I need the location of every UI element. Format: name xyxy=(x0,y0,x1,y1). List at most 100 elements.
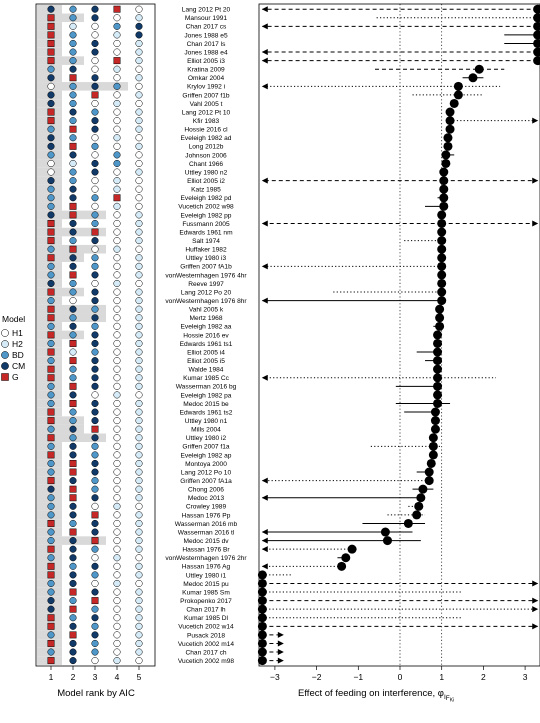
rank-marker xyxy=(113,477,121,485)
rank-marker xyxy=(91,657,99,665)
rank-marker xyxy=(69,588,77,596)
rank-marker xyxy=(135,391,143,399)
rank-tick-label: 1 xyxy=(49,672,54,682)
forest-tick-label: −3 xyxy=(270,672,280,682)
rank-marker xyxy=(69,340,77,347)
rank-marker xyxy=(91,554,99,562)
forest-panel: −3 −2 −1 0 1 2 3 Effect of feeding on interfer… xyxy=(257,3,540,704)
rank-marker xyxy=(135,605,143,613)
study-label: Mertz 1968 xyxy=(190,315,223,322)
rank-marker xyxy=(47,262,55,270)
rank-marker xyxy=(135,348,143,356)
study-label: Edwards 1961 nm xyxy=(179,229,233,236)
estimate-point xyxy=(433,364,443,374)
study-label: Kumar 1985 Dl xyxy=(184,615,229,622)
study-label: Huffaker 1982 xyxy=(185,247,227,254)
rank-marker xyxy=(69,511,77,519)
legend-title: Model xyxy=(2,314,25,324)
rank-marker xyxy=(113,185,121,193)
estimate-point xyxy=(453,81,463,91)
rank-marker xyxy=(69,571,77,579)
rank-marker xyxy=(113,408,121,416)
rank-marker xyxy=(113,605,121,613)
rank-marker xyxy=(91,648,99,656)
shade-band xyxy=(37,330,84,340)
study-label: Hossie 2016 ev xyxy=(183,332,229,339)
rank-marker xyxy=(91,134,99,142)
legend-marker xyxy=(1,362,9,370)
rank-marker xyxy=(135,254,143,262)
rank-marker xyxy=(135,134,143,142)
estimate-point xyxy=(443,141,453,151)
estimate-point xyxy=(435,304,445,314)
rank-marker xyxy=(47,65,55,73)
rank-marker xyxy=(91,468,99,476)
rank-marker xyxy=(113,48,121,56)
estimate-point xyxy=(453,90,463,100)
rank-marker xyxy=(113,22,121,30)
rank-marker xyxy=(47,288,55,296)
rank-marker xyxy=(47,31,55,39)
rank-marker xyxy=(69,228,77,236)
rank-marker xyxy=(113,391,121,399)
study-label: Wasserman 2016 tl xyxy=(178,529,235,536)
rank-marker xyxy=(135,657,143,665)
study-label: vonWesternhagen 1976 8hr xyxy=(165,298,247,305)
rank-marker xyxy=(113,279,121,288)
rank-marker xyxy=(113,168,121,176)
rank-marker xyxy=(91,537,99,545)
rank-marker xyxy=(69,494,77,502)
rank-marker xyxy=(113,194,121,202)
study-label: Griffen 2007 fA1a xyxy=(180,478,232,485)
rank-marker xyxy=(135,22,143,30)
study-label: Edwards 1961 ts1 xyxy=(180,341,233,348)
rank-marker xyxy=(69,237,77,245)
rank-marker xyxy=(69,125,77,133)
study-label: Hassan 1976 Ag xyxy=(182,564,231,571)
rank-marker xyxy=(91,322,99,330)
rank-marker xyxy=(135,459,143,468)
rank-marker xyxy=(113,31,121,39)
rank-marker xyxy=(113,511,121,519)
estimate-point xyxy=(347,544,357,554)
estimate-point xyxy=(533,4,540,14)
study-label: Long 2012b xyxy=(189,144,224,151)
rank-marker xyxy=(135,571,143,579)
study-label: Medoc 2015 be xyxy=(183,401,229,408)
estimate-point xyxy=(257,656,267,666)
rank-marker xyxy=(69,579,77,588)
rank-marker xyxy=(135,425,143,433)
estimate-point xyxy=(533,13,540,23)
study-label: Uttley 1980 i2 xyxy=(186,435,227,442)
estimate-point xyxy=(257,613,267,623)
estimate-point xyxy=(257,630,267,640)
rank-marker xyxy=(69,297,77,305)
rank-marker xyxy=(91,74,99,82)
rank-marker xyxy=(69,99,77,108)
rank-marker xyxy=(91,511,99,519)
rank-marker xyxy=(69,639,77,648)
rank-marker xyxy=(69,331,77,339)
rank-marker xyxy=(69,451,77,459)
rank-marker xyxy=(135,219,143,228)
rank-marker xyxy=(135,382,143,390)
study-label: Montoya 2000 xyxy=(185,461,227,468)
rank-marker xyxy=(113,331,121,339)
shade-band xyxy=(37,13,84,23)
rank-marker xyxy=(47,271,55,279)
study-label: Reeve 1997 xyxy=(188,281,224,288)
rank-marker xyxy=(47,91,55,99)
rank-marker xyxy=(69,374,77,382)
rank-marker xyxy=(69,194,77,202)
rank-marker xyxy=(91,22,99,30)
rank-marker xyxy=(113,425,121,433)
study-label: Eveleigh 1982 pd xyxy=(181,195,232,202)
legend-marker xyxy=(1,329,9,337)
rank-marker xyxy=(47,22,55,30)
estimate-point xyxy=(474,64,484,74)
rank-marker xyxy=(47,125,55,133)
rank-marker xyxy=(135,211,143,219)
study-label: Edwards 1961 ts2 xyxy=(180,409,233,416)
rank-marker xyxy=(47,297,55,305)
